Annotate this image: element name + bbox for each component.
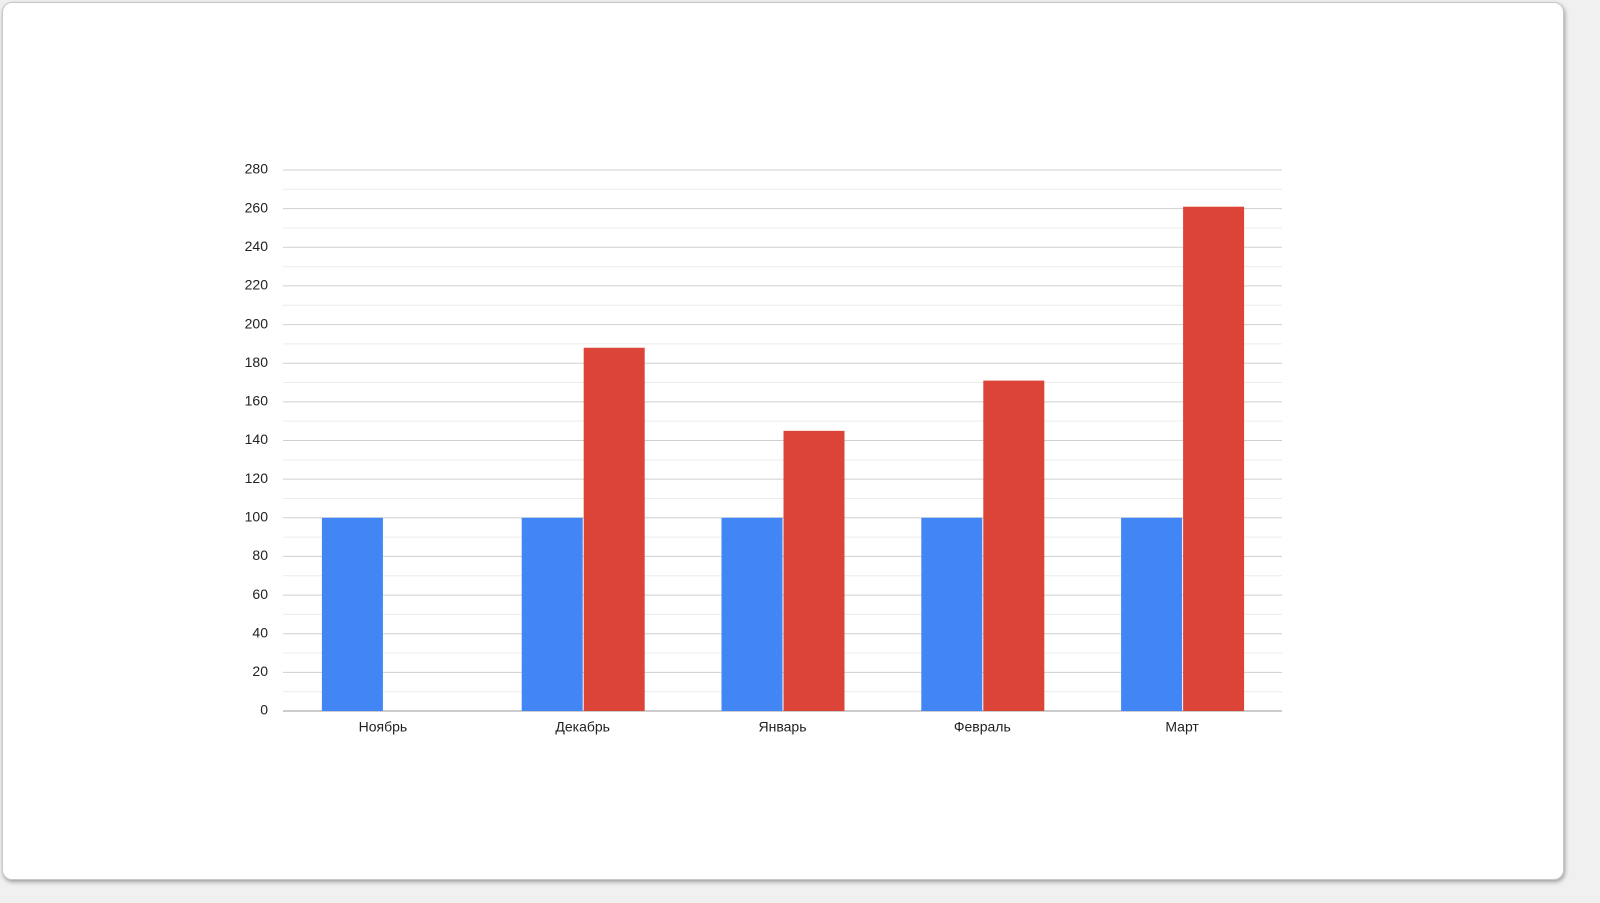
- bar: [783, 430, 845, 711]
- y-tick-label: 100: [245, 508, 269, 524]
- y-tick-label: 220: [245, 277, 269, 293]
- y-tick-label: 40: [252, 624, 268, 640]
- bar: [1183, 206, 1245, 712]
- bar: [921, 517, 983, 711]
- y-tick-label: 120: [245, 470, 269, 486]
- y-tick-label: 140: [245, 431, 269, 447]
- y-tick-label: 60: [252, 586, 268, 602]
- y-tick-label: 280: [245, 161, 269, 177]
- bar: [321, 517, 383, 711]
- x-tick-label: Март: [1165, 719, 1199, 735]
- y-tick-label: 240: [245, 238, 269, 254]
- bar: [521, 517, 583, 711]
- y-tick-label: 0: [260, 702, 268, 718]
- y-tick-label: 200: [245, 315, 269, 331]
- y-tick-label: 180: [245, 354, 269, 370]
- bar: [721, 517, 783, 711]
- y-tick-label: 160: [245, 393, 269, 409]
- bar: [983, 380, 1045, 711]
- bar: [583, 347, 645, 711]
- x-tick-label: Ноябрь: [359, 719, 408, 735]
- y-tick-label: 20: [252, 663, 268, 679]
- x-tick-label: Февраль: [954, 719, 1011, 735]
- y-tick-label: 80: [252, 547, 268, 563]
- x-tick-label: Декабрь: [555, 719, 610, 735]
- y-tick-label: 260: [245, 199, 269, 215]
- bar: [1121, 517, 1183, 711]
- x-tick-label: Январь: [759, 719, 807, 735]
